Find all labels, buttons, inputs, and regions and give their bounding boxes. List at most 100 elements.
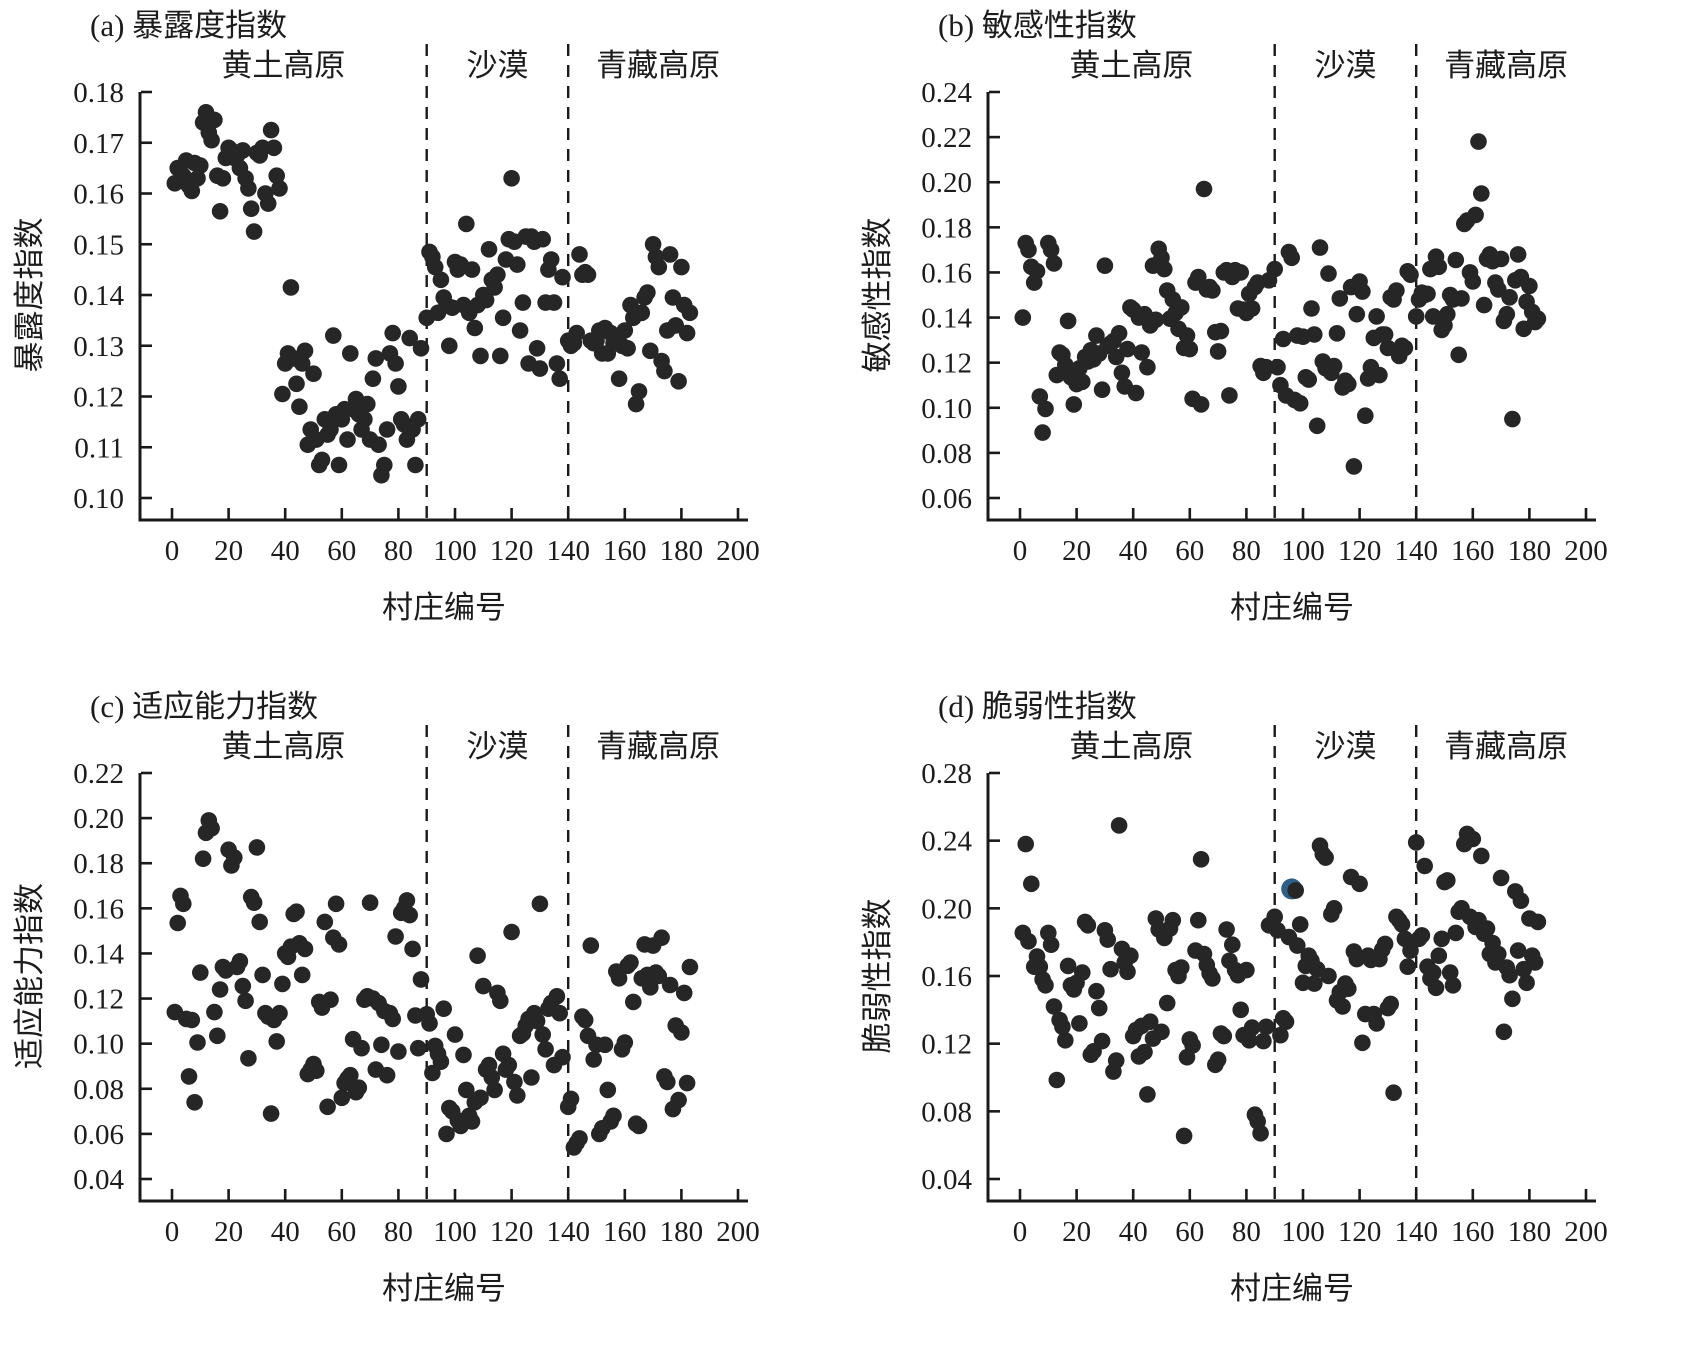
data-point [384,324,402,342]
data-point [409,411,427,428]
x-tick-label: 40 [1119,1216,1148,1248]
x-tick-label: 180 [660,535,704,567]
data-point [1057,1032,1074,1049]
data-point [441,337,458,355]
data-point [534,230,551,248]
data-point [531,360,549,377]
region-label: 黄土高原 [1069,729,1193,764]
data-point [616,322,634,339]
x-tick-label: 40 [271,1216,300,1248]
data-point [1424,964,1442,981]
data-point [503,170,520,187]
data-point [339,431,356,448]
region-label: 沙漠 [466,48,528,83]
data-point [293,966,311,984]
data-point [1023,875,1040,893]
data-point [1014,309,1032,326]
x-tick-label: 20 [214,535,243,567]
data-point [477,291,495,309]
data-point [288,375,305,393]
y-tick-label: 0.22 [73,758,124,790]
data-point [364,370,382,388]
data-point [661,246,679,263]
data-point [1090,999,1108,1017]
data-point [531,895,549,913]
data-point [582,937,600,954]
data-point [268,167,286,184]
x-tick-label: 0 [165,535,180,567]
region-label: 沙漠 [1314,48,1376,83]
panel-d-chart: 黄土高原 沙漠 青藏高原 0.04 0.08 0.12 0.16 0.20 0.24 0.28 0 2… [860,689,1608,1306]
x-tick-label: 60 [1175,1216,1204,1248]
data-point [1509,942,1527,959]
data-point [330,936,348,953]
x-tick-label: 0 [1013,1216,1028,1248]
axes-spines [986,773,1596,1203]
y-tick-label: 0.24 [921,826,972,858]
data-point [673,258,690,276]
x-tick-label: 100 [433,535,477,567]
data-point [1190,268,1207,286]
data-point [1444,977,1462,994]
panel-b: 黄土高原 沙漠 青藏高原 0.06 0.08 0.10 0.12 0.14 0.16 0.18 0.… [848,0,1696,681]
data-point [1447,251,1465,269]
data-point [1464,273,1482,290]
x-tick-label: 80 [384,535,413,567]
data-point [576,1011,594,1029]
data-point [466,319,484,337]
data-point [305,365,322,383]
data-point [1141,1013,1159,1030]
data-point [1192,851,1210,868]
data-point [378,1066,396,1084]
data-point [1419,285,1436,303]
data-point [282,279,300,296]
data-point [1441,964,1459,981]
data-point [1221,387,1238,404]
data-point [659,1073,676,1091]
data-point [1407,308,1425,325]
data-point [1045,998,1063,1015]
x-tick-label: 120 [1338,1216,1382,1248]
data-point [333,1089,351,1107]
x-tick-label: 140 [1394,535,1438,567]
data-point [585,1051,602,1068]
axes-spines [138,92,748,522]
data-point [203,131,220,149]
data-point [1240,1032,1258,1049]
x-tick-label: 200 [1564,1216,1608,1248]
panel-a: 黄土高原 沙漠 青藏高原 0.10 0.11 0.12 0.13 0.14 0.15 0.16 0.… [0,0,848,681]
data-point [616,1034,634,1051]
data-point [1504,990,1521,1008]
y-tick-label: 0.10 [921,393,972,425]
data-point [605,1107,622,1125]
data-point [1178,327,1196,344]
data-point [571,246,588,263]
data-point [359,395,376,413]
data-point [1209,343,1227,360]
data-point [1376,935,1394,953]
data-point [353,1039,370,1057]
data-point [1306,326,1323,343]
data-point [653,929,670,946]
data-point [240,180,257,197]
x-tick-label: 80 [1232,535,1261,567]
data-point [1328,325,1346,342]
data-point [1325,357,1343,375]
data-point [180,1068,198,1085]
data-point [293,355,311,372]
data-point [1156,260,1173,278]
data-point [211,203,229,220]
data-point [316,913,334,931]
data-point [568,324,585,342]
data-point [523,1069,540,1086]
data-point [1164,911,1182,929]
data-point [1059,957,1077,975]
data-point [1212,322,1230,340]
data-point [242,200,260,217]
data-point [1102,960,1119,978]
data-point [1340,375,1357,393]
data-point [1057,356,1074,374]
data-point [1453,290,1470,307]
data-point [596,1036,614,1054]
